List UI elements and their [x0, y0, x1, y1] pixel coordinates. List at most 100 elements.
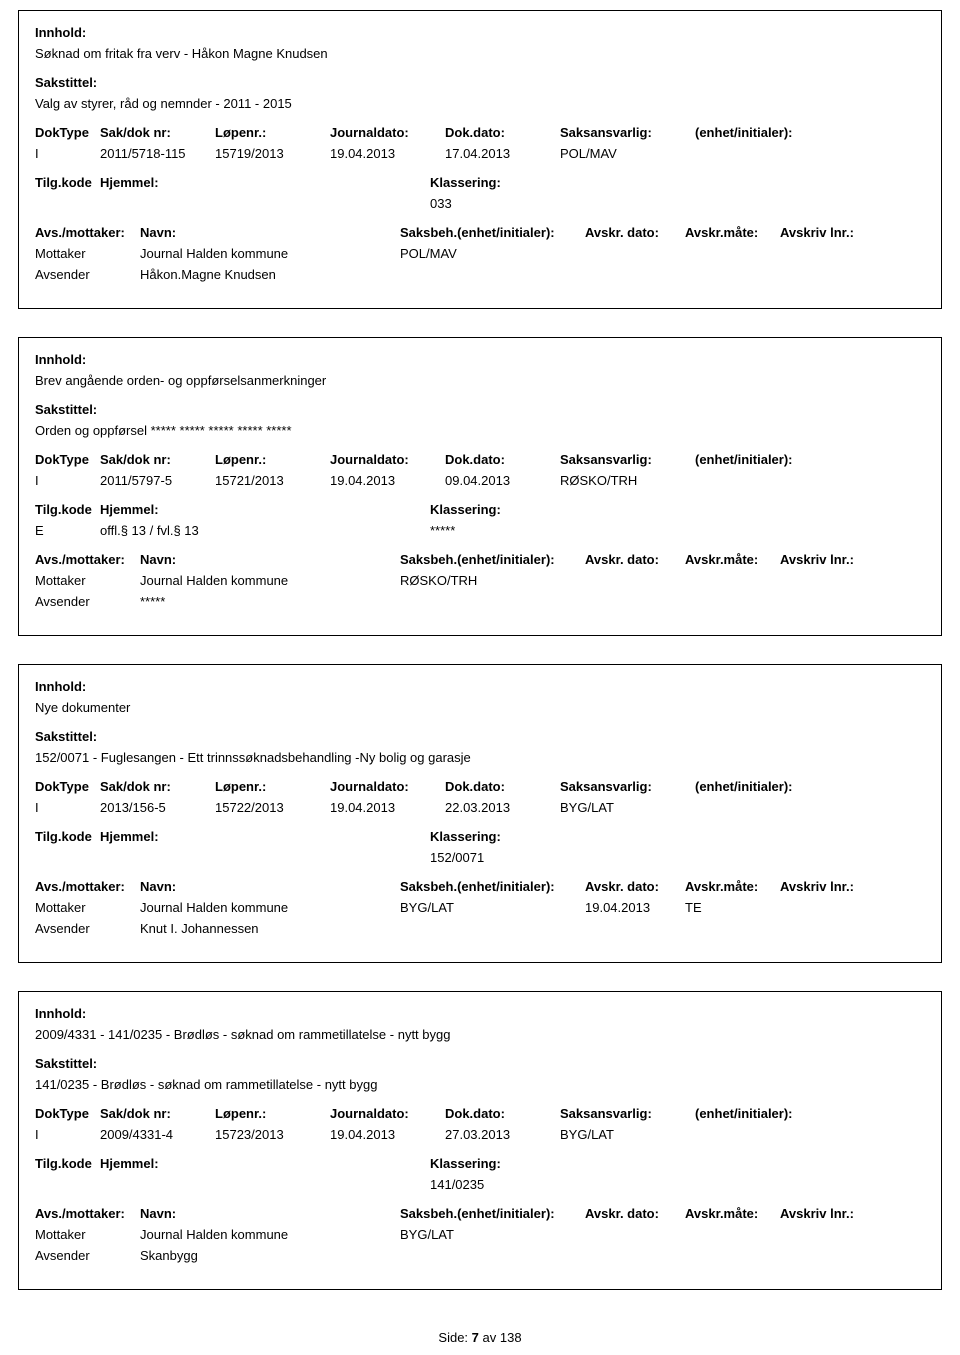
- sakstittel-value: 152/0071 - Fuglesangen - Ett trinnssøkna…: [35, 750, 925, 765]
- saksbeh-enhet-label: (enhet/initialer):: [457, 879, 555, 894]
- sakdoknr-value: 2013/156-5: [100, 800, 215, 815]
- tilg-values-row: Eoffl.§ 13 / fvl.§ 13*****: [35, 523, 925, 538]
- innhold-label: Innhold:: [35, 679, 925, 694]
- journaldato-header: Journaldato:: [330, 125, 445, 140]
- avskrivlnr-header: Avskriv lnr.:: [780, 225, 880, 240]
- party-avskrmate: [685, 573, 780, 588]
- party-avskrivlnr: [780, 246, 880, 261]
- party-avskrmate: [685, 594, 780, 609]
- party-role: Avsender: [35, 1248, 140, 1263]
- enhet-header: (enhet/initialer):: [695, 125, 845, 140]
- avskrmate-header: Avskr.måte:: [685, 552, 780, 567]
- party-row: MottakerJournal Halden kommuneBYG/LAT19.…: [35, 900, 925, 915]
- innhold-value: Nye dokumenter: [35, 700, 925, 715]
- journaldato-value: 19.04.2013: [330, 146, 445, 161]
- doktype-value: I: [35, 800, 100, 815]
- doc-header-row: DokTypeSak/dok nr:Løpenr.:Journaldato:Do…: [35, 125, 925, 140]
- avskrmate-header: Avskr.måte:: [685, 225, 780, 240]
- party-navn: Journal Halden kommune: [140, 900, 400, 915]
- party-avskrdato: [585, 921, 685, 936]
- party-avskrivlnr: [780, 1227, 880, 1242]
- doktype-header: DokType: [35, 1106, 100, 1121]
- hjemmel-header: Hjemmel:: [100, 1156, 430, 1171]
- hjemmel-value: [100, 1177, 430, 1192]
- avskrivlnr-header: Avskriv lnr.:: [780, 1206, 880, 1221]
- sakstittel-label: Sakstittel:: [35, 1056, 925, 1071]
- klassering-value: 033: [430, 196, 630, 211]
- saksbeh-enhet-label: (enhet/initialer):: [457, 552, 555, 567]
- doc-values-row: I2011/5718-11515719/201319.04.201317.04.…: [35, 146, 925, 161]
- party-avskrdato: 19.04.2013: [585, 900, 685, 915]
- party-role: Mottaker: [35, 573, 140, 588]
- lopenr-value: 15721/2013: [215, 473, 330, 488]
- saksbeh-label: Saksbeh.: [400, 1206, 457, 1221]
- journaldato-header: Journaldato:: [330, 779, 445, 794]
- saksansvarlig-header: Saksansvarlig:: [560, 1106, 695, 1121]
- party-saksbeh: [400, 1248, 585, 1263]
- klassering-value: *****: [430, 523, 630, 538]
- party-avskrmate: [685, 246, 780, 261]
- saksbeh-header: Saksbeh.(enhet/initialer):: [400, 1206, 585, 1221]
- doktype-header: DokType: [35, 125, 100, 140]
- journaldato-value: 19.04.2013: [330, 1127, 445, 1142]
- saksansvarlig-value: RØSKO/TRH: [560, 473, 695, 488]
- avs-header-row: Avs./mottaker:Navn:Saksbeh.(enhet/initia…: [35, 1206, 925, 1221]
- party-avskrmate: [685, 267, 780, 282]
- avskrmate-header: Avskr.måte:: [685, 1206, 780, 1221]
- hjemmel-header: Hjemmel:: [100, 829, 430, 844]
- party-avskrmate: [685, 1227, 780, 1242]
- av-label: av: [483, 1330, 497, 1345]
- navn-header: Navn:: [140, 1206, 400, 1221]
- navn-header: Navn:: [140, 225, 400, 240]
- avs-header-row: Avs./mottaker:Navn:Saksbeh.(enhet/initia…: [35, 225, 925, 240]
- party-saksbeh: POL/MAV: [400, 246, 585, 261]
- tilgkode-value: E: [35, 523, 100, 538]
- lopenr-value: 15722/2013: [215, 800, 330, 815]
- lopenr-header: Løpenr.:: [215, 1106, 330, 1121]
- party-role: Avsender: [35, 921, 140, 936]
- party-navn: Knut I. Johannessen: [140, 921, 400, 936]
- avs-header-row: Avs./mottaker:Navn:Saksbeh.(enhet/initia…: [35, 879, 925, 894]
- party-avskrdato: [585, 1248, 685, 1263]
- enhet-header: (enhet/initialer):: [695, 779, 845, 794]
- doktype-value: I: [35, 1127, 100, 1142]
- saksansvarlig-value: POL/MAV: [560, 146, 695, 161]
- journaldato-header: Journaldato:: [330, 1106, 445, 1121]
- journaldato-header: Journaldato:: [330, 452, 445, 467]
- sakdoknr-header: Sak/dok nr:: [100, 452, 215, 467]
- lopenr-header: Løpenr.:: [215, 779, 330, 794]
- tilg-header-row: Tilg.kodeHjemmel:Klassering:: [35, 175, 925, 190]
- party-navn: Håkon.Magne Knudsen: [140, 267, 400, 282]
- sakstittel-value: Valg av styrer, råd og nemnder - 2011 - …: [35, 96, 925, 111]
- dokdato-value: 17.04.2013: [445, 146, 560, 161]
- record: Innhold:2009/4331 - 141/0235 - Brødløs -…: [18, 991, 942, 1290]
- enhet-value: [695, 146, 845, 161]
- saksansvarlig-header: Saksansvarlig:: [560, 452, 695, 467]
- party-avskrivlnr: [780, 900, 880, 915]
- enhet-value: [695, 800, 845, 815]
- party-role: Mottaker: [35, 900, 140, 915]
- doc-values-row: I2009/4331-415723/201319.04.201327.03.20…: [35, 1127, 925, 1142]
- party-avskrdato: [585, 1227, 685, 1242]
- dokdato-value: 27.03.2013: [445, 1127, 560, 1142]
- doktype-value: I: [35, 473, 100, 488]
- page-footer: Side: 7 av 138: [18, 1330, 942, 1345]
- party-row: AvsenderSkanbygg: [35, 1248, 925, 1263]
- klassering-header: Klassering:: [430, 502, 630, 517]
- navn-header: Navn:: [140, 552, 400, 567]
- hjemmel-value: [100, 196, 430, 211]
- saksbeh-label: Saksbeh.: [400, 225, 457, 240]
- dokdato-value: 09.04.2013: [445, 473, 560, 488]
- doktype-value: I: [35, 146, 100, 161]
- sakstittel-label: Sakstittel:: [35, 402, 925, 417]
- navn-header: Navn:: [140, 879, 400, 894]
- party-avskrivlnr: [780, 573, 880, 588]
- avskrivlnr-header: Avskriv lnr.:: [780, 879, 880, 894]
- sakstittel-label: Sakstittel:: [35, 729, 925, 744]
- party-saksbeh: BYG/LAT: [400, 900, 585, 915]
- avs-header-row: Avs./mottaker:Navn:Saksbeh.(enhet/initia…: [35, 552, 925, 567]
- party-row: Avsender*****: [35, 594, 925, 609]
- enhet-value: [695, 473, 845, 488]
- doktype-header: DokType: [35, 452, 100, 467]
- lopenr-value: 15719/2013: [215, 146, 330, 161]
